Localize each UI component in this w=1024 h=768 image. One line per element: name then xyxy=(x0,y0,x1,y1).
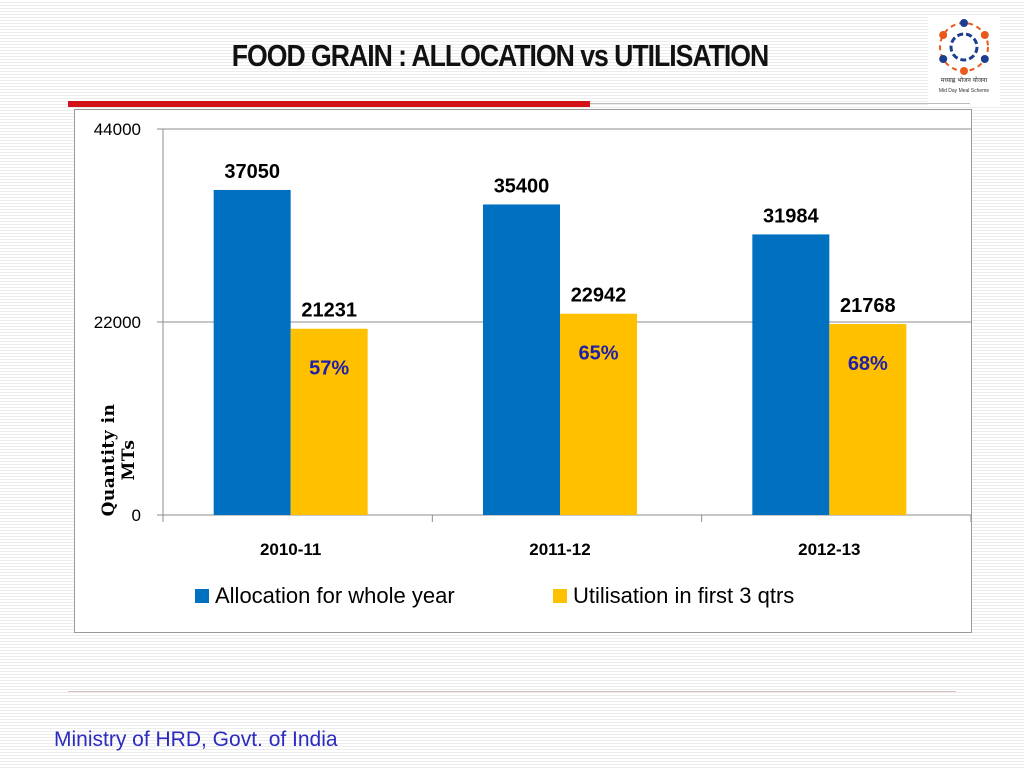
y-tick-label: 0 xyxy=(132,506,141,525)
logo-caption: Mid Day Meal Scheme xyxy=(938,88,990,94)
footer-divider xyxy=(68,691,956,692)
x-tick-label: 2011-12 xyxy=(529,540,590,559)
legend-swatch xyxy=(553,589,567,603)
mid-day-meal-logo: मध्याह्न भोजन योजना Mid Day Meal Scheme xyxy=(928,16,1000,106)
legend-swatch xyxy=(195,589,209,603)
x-tick-label: 2012-13 xyxy=(798,540,860,559)
bar-allocation xyxy=(483,204,560,515)
data-label: 37050 xyxy=(224,161,280,183)
bar-allocation xyxy=(213,189,291,515)
y-axis-label: Quantity in MTs xyxy=(99,403,139,517)
data-label: 31984 xyxy=(763,205,819,227)
bar-utilisation xyxy=(829,324,907,515)
data-label: 35400 xyxy=(494,175,550,197)
bar-allocation xyxy=(752,234,830,515)
percentage-annotation: 57% xyxy=(309,358,349,380)
data-label: 21231 xyxy=(301,300,357,322)
chart-area: 0 22000 44000 2010-11 37050 21231 57% 2011-12 35… xyxy=(74,109,972,633)
y-tick-label: 44000 xyxy=(94,120,141,139)
mid-day-meal-logo-icon: मध्याह्न भोजन योजना xyxy=(939,19,989,84)
percentage-annotation: 68% xyxy=(848,353,888,375)
bar-chart: 0 22000 44000 2010-11 37050 21231 57% 2011-12 35… xyxy=(94,120,971,608)
logo-hindi-text: मध्याह्न भोजन योजना xyxy=(941,76,988,84)
y-tick-label: 22000 xyxy=(94,313,141,332)
x-tick-label: 2010-11 xyxy=(260,540,321,559)
legend-label: Utilisation in first 3 qtrs xyxy=(573,583,794,608)
bar-utilisation xyxy=(560,313,637,515)
title-rule xyxy=(590,103,970,104)
percentage-annotation: 65% xyxy=(578,343,618,365)
bar-utilisation xyxy=(290,328,368,515)
data-label: 22942 xyxy=(571,285,627,307)
slide-title: FOOD GRAIN : ALLOCATION vs UTILISATION xyxy=(231,38,769,73)
title-underline xyxy=(68,101,590,107)
data-label: 21768 xyxy=(840,295,896,317)
footer-text: Ministry of HRD, Govt. of India xyxy=(54,728,338,751)
legend-label: Allocation for whole year xyxy=(215,583,455,608)
